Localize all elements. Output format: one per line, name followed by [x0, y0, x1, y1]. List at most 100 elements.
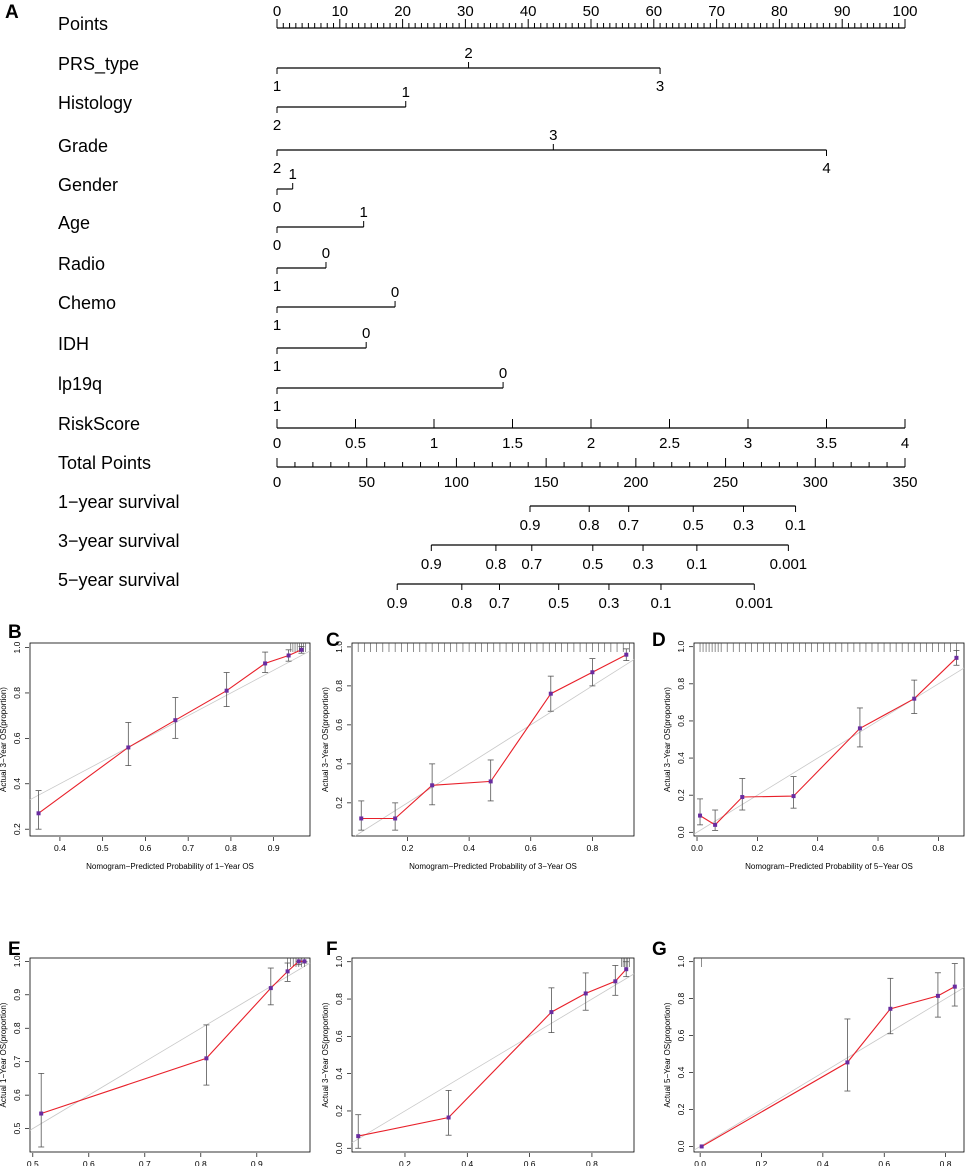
- panel-letter-a: A: [5, 2, 19, 23]
- axis-tick-label: 0: [273, 474, 281, 491]
- scale-tick-label: 0.7: [489, 595, 510, 612]
- axis-tick-label: 100: [444, 474, 469, 491]
- data-point: [935, 993, 940, 998]
- y-tick-label: 0.2: [12, 823, 22, 835]
- axis-tick-label: 40: [520, 3, 537, 20]
- y-tick-label: 0.8: [334, 680, 344, 692]
- factor-level-label: 1: [273, 317, 281, 334]
- x-tick-label: 0.6: [140, 843, 152, 853]
- data-point: [699, 1144, 704, 1149]
- y-tick-label: 0.0: [676, 1140, 686, 1152]
- scale-tick-label: 0.1: [651, 595, 672, 612]
- x-tick-label: 0.5: [97, 843, 109, 853]
- factor-level-label: 2: [273, 160, 281, 177]
- data-point: [613, 979, 618, 984]
- factor-level-label: 1: [273, 278, 281, 295]
- nomogram-row: 1−year survival 0.9 0.8 0.7 0.5 0.3 0.1: [58, 492, 806, 534]
- y-tick-label: 0.4: [334, 1067, 344, 1079]
- x-axis-title: Nomogram−Predicted Probability of 1−Year…: [86, 862, 254, 871]
- panel-letter-e: E: [8, 939, 21, 960]
- data-point: [296, 959, 301, 964]
- data-point: [888, 1006, 893, 1011]
- x-tick-label: 0.8: [225, 843, 237, 853]
- nomogram-row-label: Radio: [58, 254, 105, 274]
- axis-tick-label: 250: [713, 474, 738, 491]
- x-tick-label: 0.6: [524, 1159, 536, 1166]
- scale-tick-label: 0.001: [736, 595, 774, 612]
- data-point: [263, 661, 268, 666]
- axis-tick-label: 90: [834, 3, 851, 20]
- y-tick-label: 0.6: [334, 1030, 344, 1042]
- data-point: [204, 1056, 209, 1061]
- data-point: [954, 655, 959, 660]
- axis-tick-label: 300: [803, 474, 828, 491]
- scale-tick-label: 0.1: [785, 517, 806, 534]
- factor-level-label: 1: [273, 358, 281, 375]
- axis-tick-label: 70: [708, 3, 725, 20]
- x-tick-label: 0.2: [399, 1159, 411, 1166]
- plot-frame: [693, 957, 965, 1153]
- axis-tick-label: 2: [587, 435, 595, 452]
- panel-letter-f: F: [326, 939, 338, 960]
- calibration-plot-c: C 0.2 0.4 0.6 0.8 0.2 0.4 0.6 0.8 1.0 Nomogram−Pre…: [321, 630, 635, 871]
- calibration-line: [361, 654, 627, 820]
- y-tick-label: 0.8: [676, 992, 686, 1004]
- scale-tick-label: 0.3: [599, 595, 620, 612]
- y-tick-label: 0.4: [12, 778, 22, 790]
- ideal-diagonal: [693, 987, 965, 1151]
- nomogram-row: lp19q 0 1: [58, 365, 507, 415]
- y-tick-label: 0.8: [334, 993, 344, 1005]
- y-axis-title: Actual 3−Year OS(proportion): [321, 687, 330, 792]
- nomogram-row-label: 1−year survival: [58, 492, 180, 512]
- y-axis-title: Actual 5−Year OS(proportion): [663, 1002, 672, 1107]
- x-tick-label: 0.6: [878, 1159, 890, 1166]
- data-point: [713, 822, 718, 827]
- y-tick-label: 1.0: [12, 955, 22, 967]
- data-point: [393, 816, 398, 821]
- axis-tick-label: 3: [744, 435, 752, 452]
- scale-tick-label: 0.9: [421, 556, 442, 573]
- nomogram-row: PRS_type 1 2 3: [58, 45, 664, 95]
- y-tick-label: 1.0: [676, 641, 686, 653]
- data-point: [286, 653, 291, 658]
- nomogram-row: Age 1 0: [58, 204, 368, 254]
- data-point: [549, 1010, 554, 1015]
- nomogram-row: 3−year survival 0.9 0.8 0.7 0.5 0.3 0.1 0.001: [58, 531, 807, 573]
- scale-tick-label: 0.8: [579, 517, 600, 534]
- y-tick-label: 0.8: [12, 687, 22, 699]
- nomogram-row: Total Points 0 50 100 150 200 250 300 350: [58, 453, 918, 491]
- ideal-diagonal: [29, 650, 311, 801]
- axis-tick-label: 150: [534, 474, 559, 491]
- factor-level-label: 0: [273, 237, 281, 254]
- scale-tick-label: 0.5: [683, 517, 704, 534]
- data-point: [548, 691, 553, 696]
- axis-tick-label: 1: [430, 435, 438, 452]
- calibration-line: [38, 649, 302, 814]
- data-point: [173, 718, 178, 723]
- factor-level-label: 1: [359, 204, 367, 221]
- axis-tick-label: 30: [457, 3, 474, 20]
- nomogram-row-label: 3−year survival: [58, 531, 180, 551]
- scale-tick-label: 0.001: [770, 556, 808, 573]
- factor-level-label: 3: [656, 78, 664, 95]
- panel-letter-c: C: [326, 630, 340, 651]
- axis-tick-label: 0: [273, 435, 281, 452]
- scale-tick-label: 0.5: [582, 556, 603, 573]
- x-tick-label: 0.8: [586, 843, 598, 853]
- data-point: [268, 986, 273, 991]
- x-tick-label: 0.4: [463, 843, 475, 853]
- data-point: [698, 813, 703, 818]
- y-tick-label: 0.2: [676, 1103, 686, 1115]
- panel-letter-g: G: [652, 939, 667, 960]
- x-tick-label: 0.7: [139, 1159, 151, 1166]
- nomogram-row-label: PRS_type: [58, 54, 139, 75]
- scale-tick-label: 0.8: [451, 595, 472, 612]
- scale-tick-label: 0.1: [686, 556, 707, 573]
- y-tick-label: 0.2: [676, 789, 686, 801]
- x-tick-label: 0.0: [691, 843, 703, 853]
- nomogram-row-label: lp19q: [58, 374, 102, 394]
- data-point: [952, 984, 957, 989]
- factor-level-label: 0: [499, 365, 507, 382]
- data-point: [791, 794, 796, 799]
